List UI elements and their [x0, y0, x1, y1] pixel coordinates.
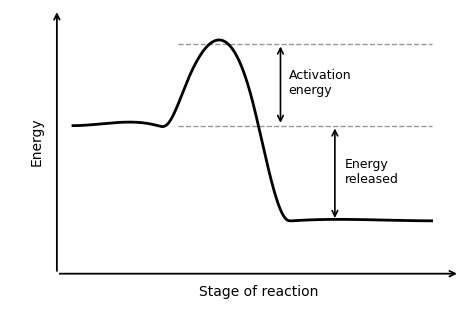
Text: Activation
energy: Activation energy: [289, 69, 351, 97]
Text: Energy: Energy: [30, 117, 44, 166]
Text: Energy
released: Energy released: [345, 158, 399, 186]
Text: Stage of reaction: Stage of reaction: [199, 285, 318, 299]
